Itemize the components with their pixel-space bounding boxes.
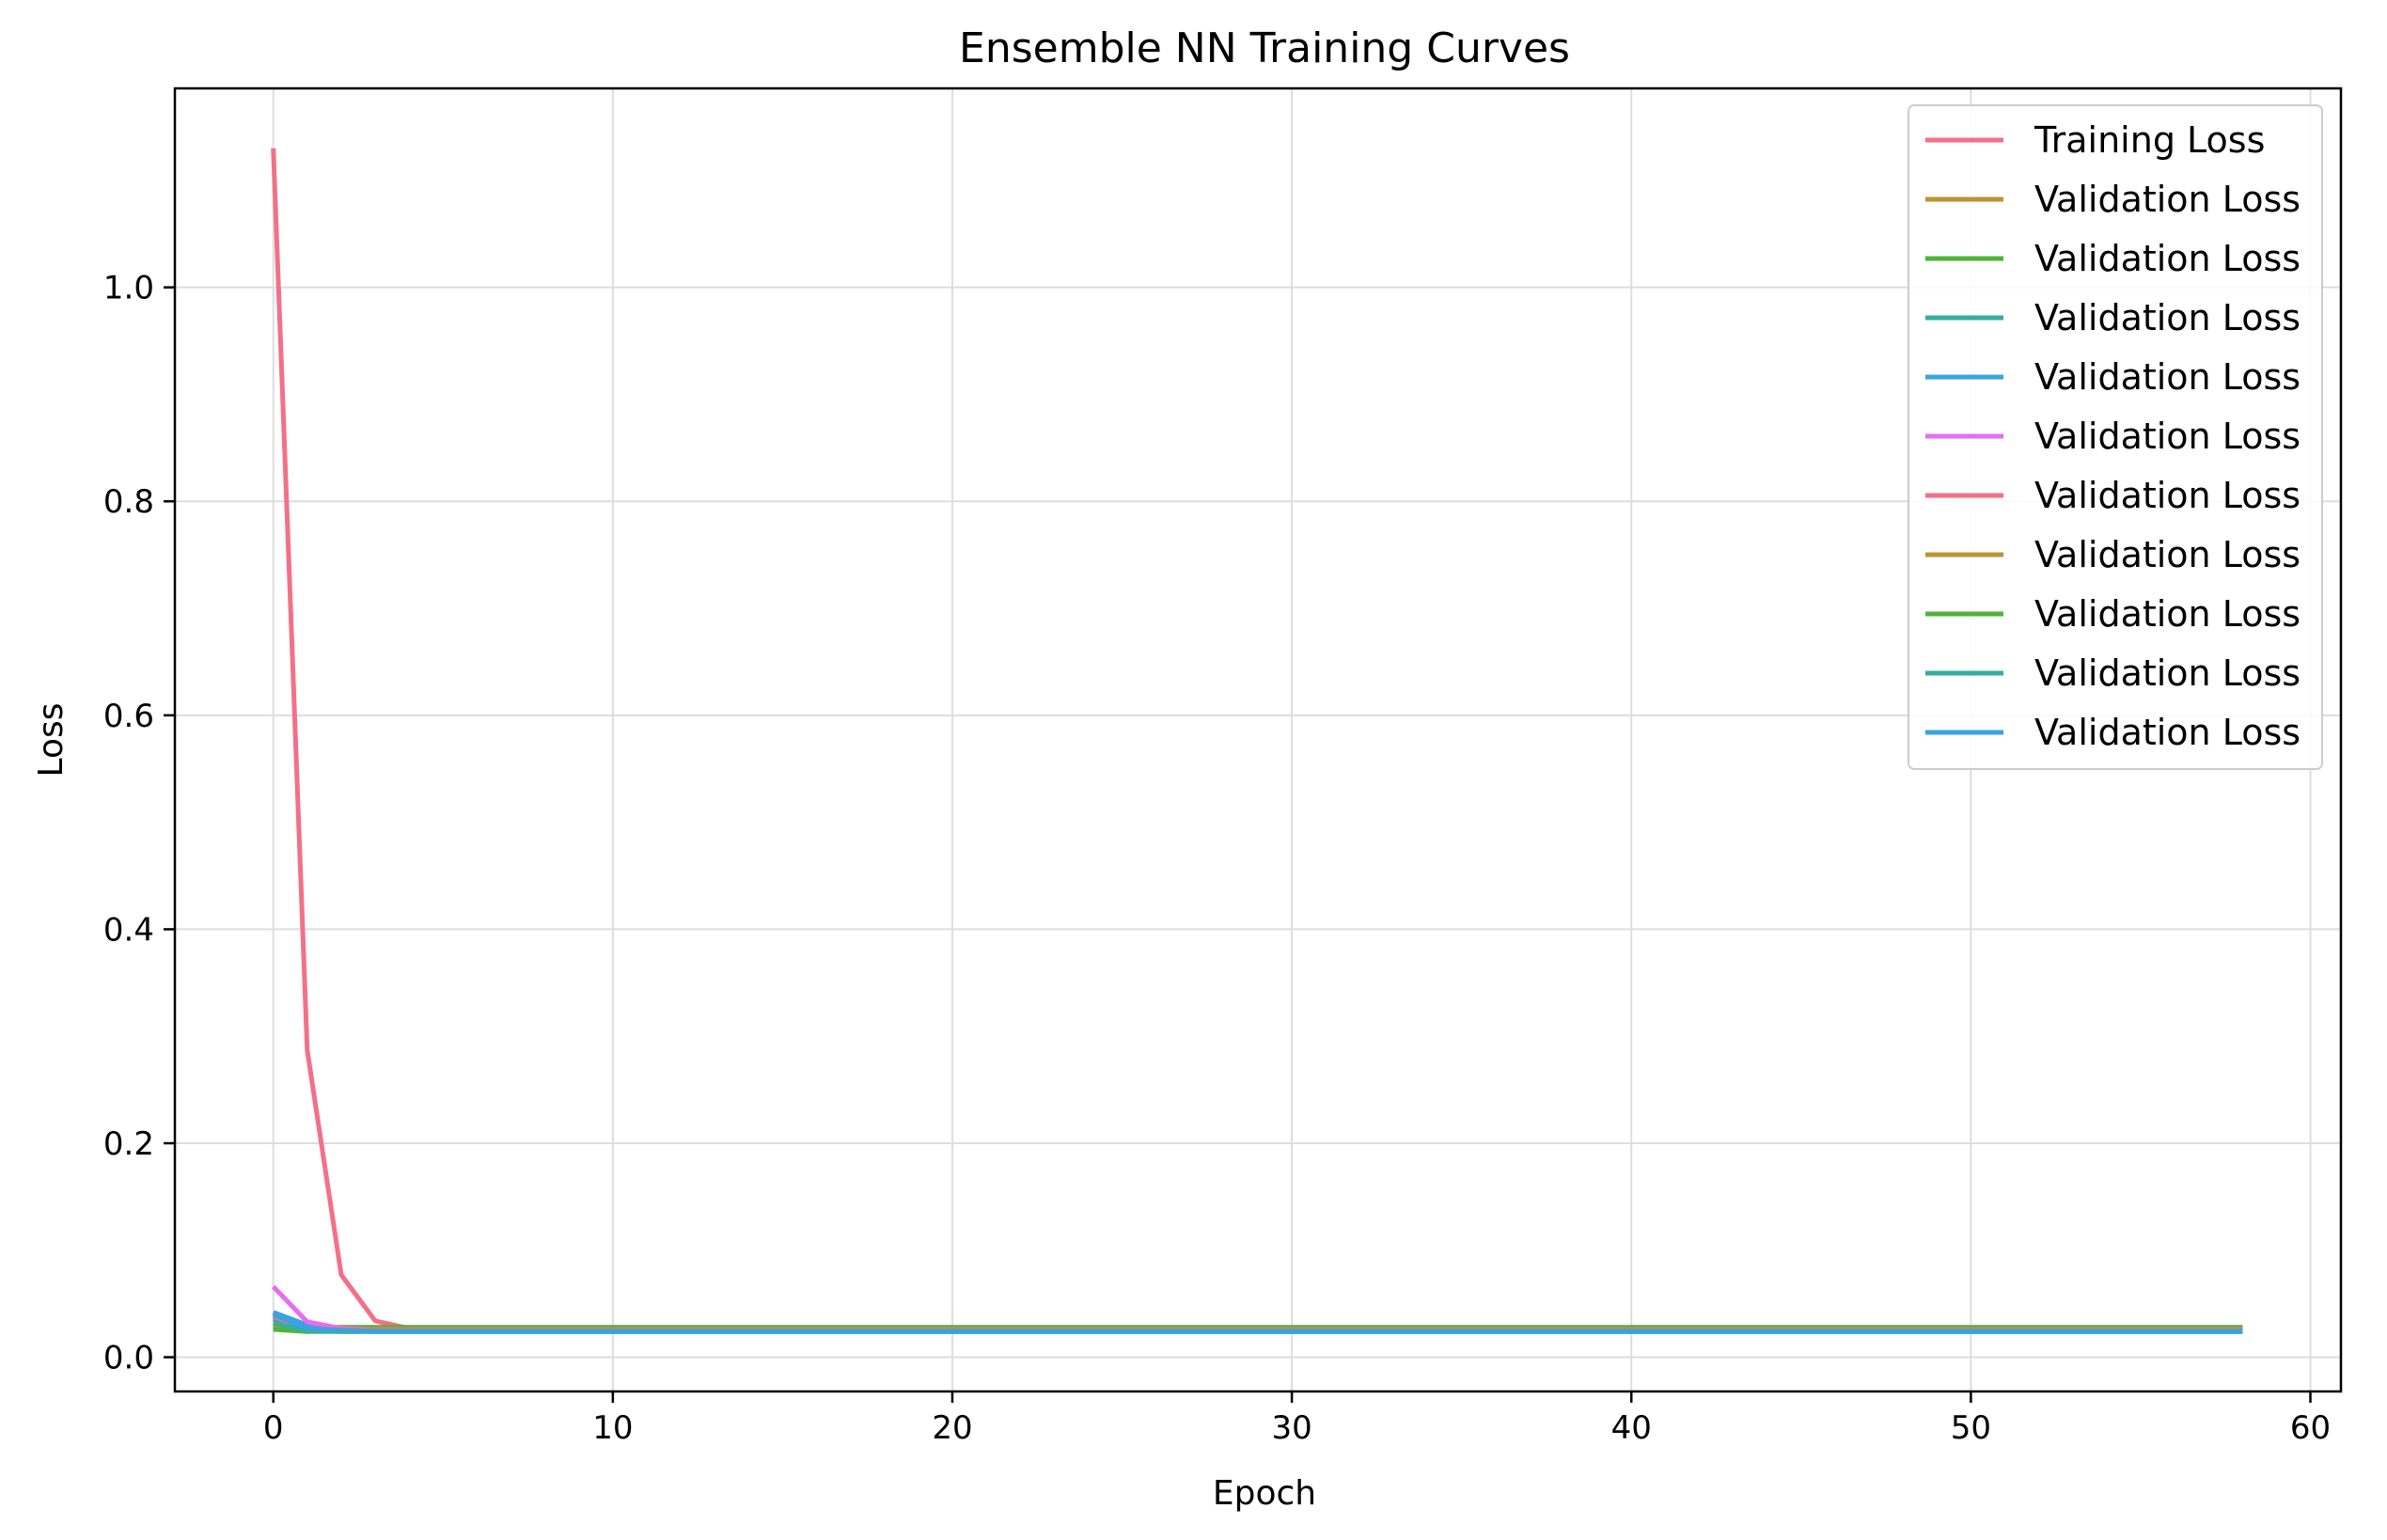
series-line-11 <box>272 1312 2243 1334</box>
x-tick-label: 50 <box>1951 1409 1991 1447</box>
legend: Training Loss Validation Loss Validation L… <box>1908 104 2323 770</box>
plot-frame <box>173 86 2343 1393</box>
x-tick-label: 10 <box>592 1409 633 1447</box>
legend-label: Validation Loss <box>2034 652 2301 694</box>
series-line-7 <box>272 1313 2243 1332</box>
legend-label: Validation Loss <box>2034 179 2301 220</box>
x-tick-label: 60 <box>2290 1409 2331 1447</box>
y-axis-label: Loss <box>32 703 71 778</box>
x-tick-label: 20 <box>932 1409 972 1447</box>
x-tick-label: 40 <box>1611 1409 1652 1447</box>
y-axis-ticks: 0.0 0.2 0.4 0.6 0.8 1.0 <box>103 270 175 1377</box>
y-tick-label: 1.0 <box>103 270 154 307</box>
x-tick-label: 30 <box>1271 1409 1311 1447</box>
x-axis-label: Epoch <box>1213 1474 1316 1513</box>
y-tick-label: 0.0 <box>103 1340 154 1377</box>
x-tick-label: 0 <box>263 1409 284 1447</box>
legend-label: Validation Loss <box>2034 712 2301 753</box>
y-tick-label: 0.2 <box>103 1125 154 1163</box>
legend-label: Validation Loss <box>2034 593 2301 635</box>
chart-title: Ensemble NN Training Curves <box>959 24 1570 72</box>
series-line-6 <box>271 1284 2243 1332</box>
legend-box <box>1908 104 2323 770</box>
legend-label: Training Loss <box>2034 119 2265 161</box>
series-line-3 <box>273 1322 2243 1330</box>
y-tick-label: 0.6 <box>103 698 154 735</box>
plot-lines <box>271 148 2243 1334</box>
legend-label: Validation Loss <box>2034 297 2301 338</box>
legend-label: Validation Loss <box>2034 356 2301 398</box>
legend-label: Validation Loss <box>2034 238 2301 279</box>
y-tick-label: 0.4 <box>103 911 154 949</box>
legend-label: Validation Loss <box>2034 534 2301 575</box>
x-axis-ticks: 0 10 20 30 40 50 60 <box>263 1391 2331 1447</box>
y-tick-label: 0.8 <box>103 483 154 521</box>
legend-label: Validation Loss <box>2034 416 2301 457</box>
legend-label: Validation Loss <box>2034 475 2301 516</box>
